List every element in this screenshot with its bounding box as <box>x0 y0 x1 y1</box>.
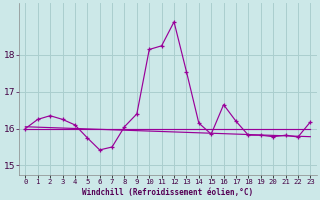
X-axis label: Windchill (Refroidissement éolien,°C): Windchill (Refroidissement éolien,°C) <box>82 188 253 197</box>
